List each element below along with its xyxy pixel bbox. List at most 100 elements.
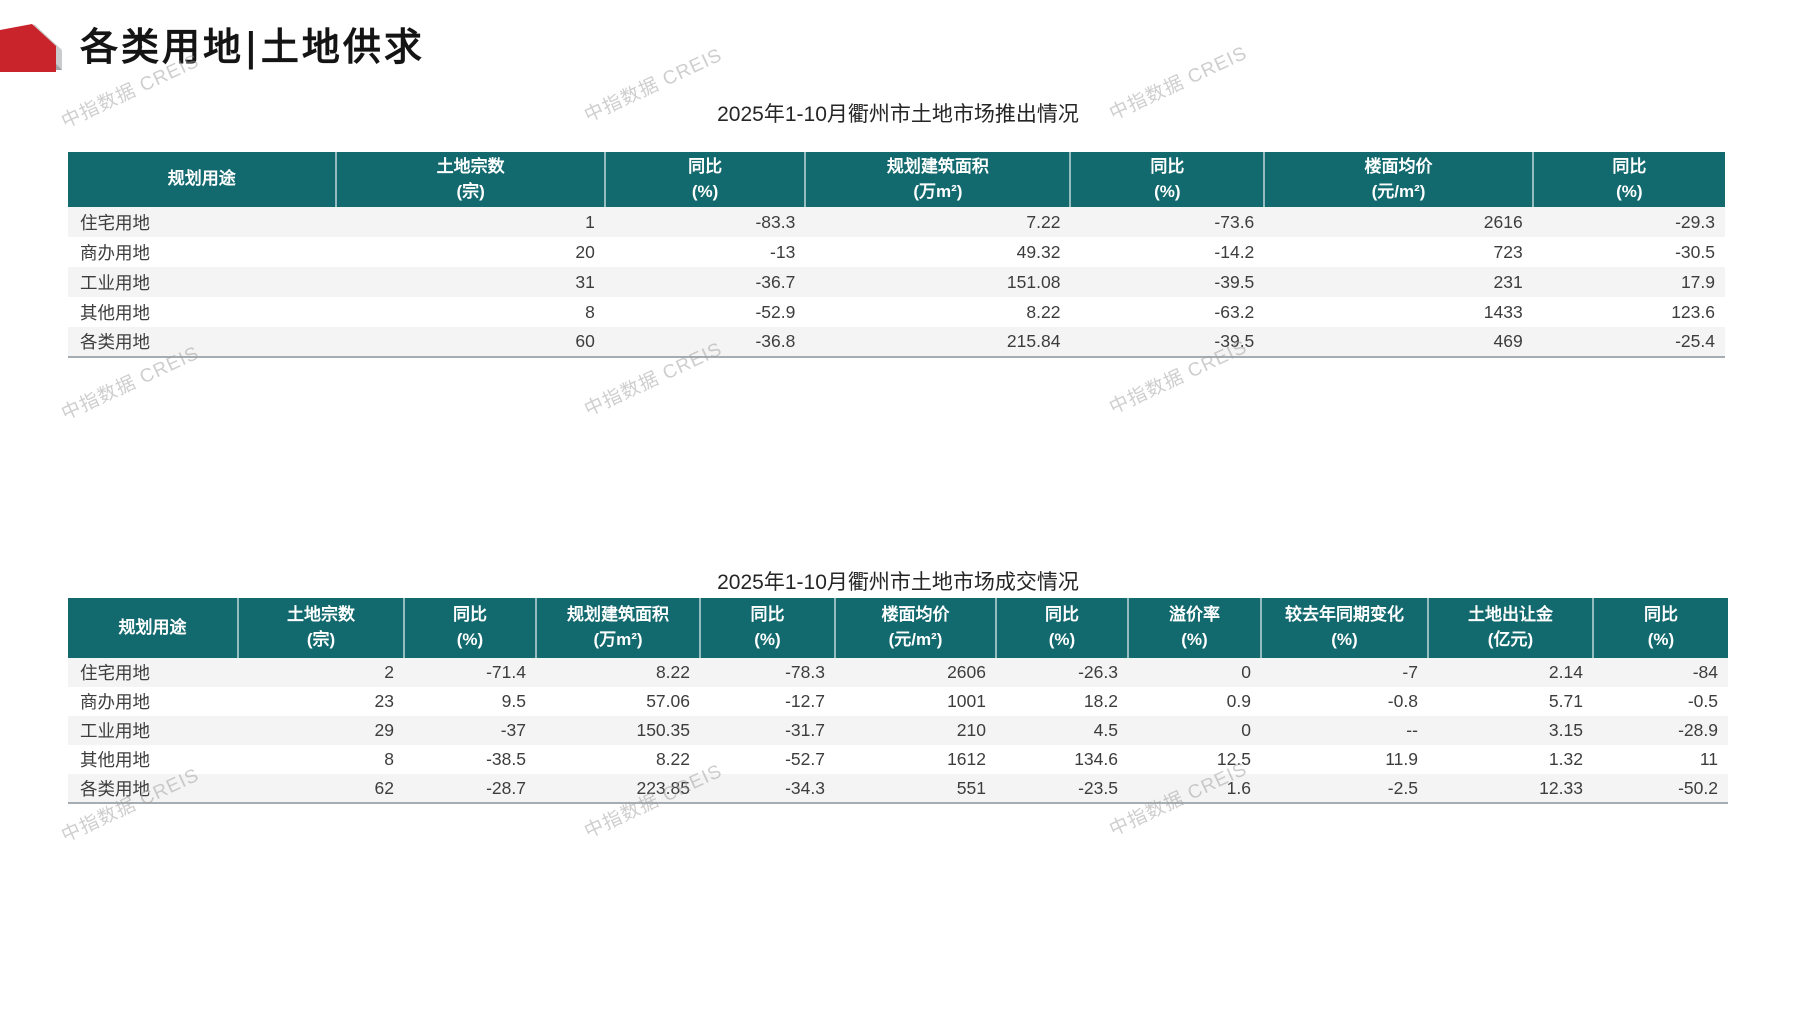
category-cell: 各类用地 (80, 332, 150, 353)
value-cell: -73.6 (1214, 211, 1255, 232)
supply-table-title: 2025年1-10月衢州市土地市场推出情况 (717, 103, 1079, 126)
value-cell: 551 (956, 777, 986, 798)
value-cell: 23 (374, 691, 394, 711)
page-title: 各类用地|土地供求 (80, 24, 425, 69)
column-header: 规划用途 (68, 152, 338, 208)
category-cell: 工业用地 (80, 272, 150, 293)
table-row: 其他用地 8 -38.5 8.22 -52.7 1612 134.6 12.5 11.9 1.32… (68, 745, 1728, 774)
value-cell: -30.5 (1675, 241, 1715, 262)
column-header: 规划用途 (68, 598, 239, 658)
value-cell: 1.6 (1226, 777, 1251, 798)
column-header: 同比 (%) (1070, 152, 1266, 208)
value-cell: -12.7 (785, 691, 825, 711)
value-cell: 20 (575, 241, 595, 262)
value-cell: 1 (585, 211, 595, 232)
table-row: 其他用地 8 -52.9 8.22 -63.2 1433 123.6 (68, 297, 1725, 328)
deal-table: 规划用途 土地宗数 (宗) 同比 (%) 规划建筑面积 (万m²) 同比 (%) 楼面均价 (元/m… (68, 598, 1728, 804)
value-cell: 62 (374, 777, 394, 798)
category-cell: 商办用地 (80, 242, 150, 263)
header-row: 规划用途 土地宗数 (宗) 同比 (%) 规划建筑面积 (万m²) 同比 (%) 楼面均价 (元/m… (68, 152, 1725, 208)
column-header: 楼面均价 (元/m²) (834, 598, 998, 658)
value-cell: -84 (1692, 662, 1718, 682)
value-cell: 7.22 (1026, 211, 1061, 232)
column-header: 同比 (%) (1592, 598, 1728, 658)
value-cell: 29 (374, 720, 394, 740)
value-cell: 8.22 (1026, 301, 1061, 322)
value-cell: 0 (1241, 662, 1251, 682)
value-cell: -39.5 (1214, 271, 1255, 292)
value-cell: -83.3 (755, 211, 796, 232)
value-cell: 1001 (947, 691, 986, 711)
category-cell: 其他用地 (80, 302, 150, 323)
value-cell: 123.6 (1671, 301, 1715, 322)
column-header: 同比 (%) (1532, 152, 1725, 208)
column-header: 土地宗数 (宗) (237, 598, 406, 658)
table-row: 住宅用地 1 -83.3 7.22 -73.6 2616 -29.3 (68, 207, 1725, 238)
table-row: 各类用地 60 -36.8 215.84 -39.5 469 -25.4 (68, 327, 1725, 358)
value-cell: -29.3 (1675, 211, 1715, 232)
value-cell: -31.7 (785, 720, 825, 740)
value-cell: 8 (585, 301, 595, 322)
value-cell: -25.4 (1675, 331, 1715, 352)
value-cell: 8 (384, 749, 394, 769)
creis-logo-icon (0, 24, 62, 72)
value-cell: -36.8 (755, 331, 796, 352)
category-cell: 住宅用地 (80, 212, 150, 233)
table-row: 工业用地 31 -36.7 151.08 -39.5 231 17.9 (68, 267, 1725, 298)
value-cell: -37 (500, 720, 526, 740)
category-cell: 工业用地 (80, 721, 150, 741)
column-header: 规划建筑面积 (万m²) (805, 152, 1072, 208)
value-cell: -2.5 (1387, 777, 1418, 798)
deal-table-title: 2025年1-10月衢州市土地市场成交情况 (717, 571, 1079, 594)
value-cell: 231 (1493, 271, 1523, 292)
value-cell: 1612 (947, 749, 986, 769)
table-row: 各类用地 62 -28.7 223.85 -34.3 551 -23.5 1.6 -2.5 12.… (68, 774, 1728, 803)
column-header: 溢价率 (%) (1127, 598, 1262, 658)
column-header: 同比 (%) (996, 598, 1129, 658)
table-row: 商办用地 23 9.5 57.06 -12.7 1001 18.2 0.9 -0.8 5.71 -0… (68, 687, 1728, 716)
value-cell: -28.9 (1678, 720, 1718, 740)
value-cell: -0.5 (1687, 691, 1718, 711)
value-cell: 8.22 (655, 662, 690, 682)
column-header: 同比 (%) (404, 598, 537, 658)
value-cell: 0.9 (1226, 691, 1251, 711)
value-cell: 2 (384, 662, 394, 682)
value-cell: 31 (575, 271, 595, 292)
value-cell: 11.9 (1385, 749, 1418, 769)
table-row: 商办用地 20 -13 49.32 -14.2 723 -30.5 (68, 237, 1725, 268)
value-cell: 723 (1493, 241, 1523, 262)
value-cell: 215.84 (1006, 331, 1061, 352)
value-cell: -13 (770, 241, 796, 262)
value-cell: 210 (956, 720, 986, 740)
value-cell: 12.33 (1539, 777, 1583, 798)
value-cell: 223.85 (636, 777, 690, 798)
value-cell: -26.3 (1078, 662, 1118, 682)
value-cell: -0.8 (1387, 691, 1418, 711)
value-cell: -78.3 (785, 662, 825, 682)
value-cell: 60 (575, 331, 595, 352)
value-cell: 18.2 (1083, 691, 1118, 711)
value-cell: -- (1406, 720, 1418, 740)
value-cell: 17.9 (1680, 271, 1715, 292)
value-cell: 1433 (1483, 301, 1523, 322)
value-cell: 2.14 (1548, 662, 1583, 682)
value-cell: -7 (1402, 662, 1418, 682)
value-cell: 57.06 (646, 691, 690, 711)
value-cell: -71.4 (486, 662, 526, 682)
value-cell: 4.5 (1093, 720, 1118, 740)
value-cell: 2616 (1483, 211, 1523, 232)
value-cell: 11 (1699, 749, 1718, 769)
value-cell: 0 (1241, 720, 1251, 740)
header-row: 规划用途 土地宗数 (宗) 同比 (%) 规划建筑面积 (万m²) 同比 (%) 楼面均价 (元/m… (68, 598, 1728, 658)
value-cell: 150.35 (636, 720, 690, 740)
value-cell: -14.2 (1214, 241, 1255, 262)
supply-table: 规划用途 土地宗数 (宗) 同比 (%) 规划建筑面积 (万m²) 同比 (%) 楼面均价 (元/m… (68, 152, 1725, 359)
value-cell: 1.32 (1548, 749, 1583, 769)
column-header: 较去年同期变化 (%) (1260, 598, 1429, 658)
table-row: 工业用地 29 -37 150.35 -31.7 210 4.5 0 -- 3.15 -28.9 (68, 716, 1728, 745)
value-cell: 12.5 (1216, 749, 1251, 769)
value-cell: 151.08 (1006, 271, 1061, 292)
category-cell: 各类用地 (80, 778, 150, 799)
value-cell: 49.32 (1016, 241, 1061, 262)
